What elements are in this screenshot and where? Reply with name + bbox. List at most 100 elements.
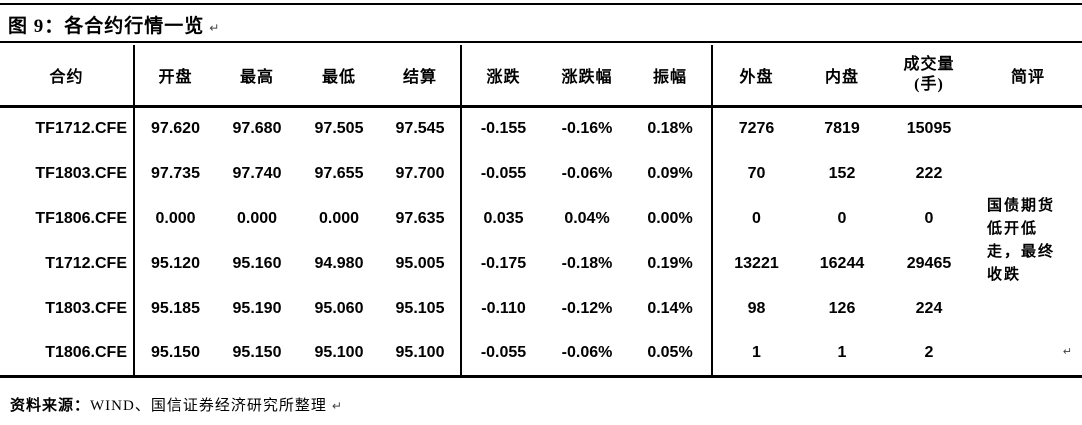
cell-settle: 97.545 <box>380 106 462 151</box>
cell-contract: TF1712.CFE <box>0 106 135 151</box>
cell-outer-lots: 7276 <box>738 120 775 138</box>
figure-title: 图 9：各合约行情一览 ↵ <box>8 11 219 38</box>
quotes-table-wrapper: 合约 开盘 最高 最低 结算 涨跌 涨跌幅 振幅 外盘 内盘 成交量 (手) 简… <box>0 45 1082 378</box>
col-header-high: 最高 <box>216 45 298 108</box>
cell-settle: 95.005 <box>380 241 462 286</box>
table-row: T1712.CFE 95.120 95.160 94.980 95.005 -0… <box>0 241 1082 286</box>
source-label: 资料来源： <box>10 398 91 414</box>
cell-high: 0.000 <box>236 209 278 227</box>
cell-amplitude: 0.09% <box>629 151 713 196</box>
cell-volume: 2 <box>924 343 934 361</box>
comment-text: 国债期货 低开低 走，最终 收跌 <box>987 197 1056 284</box>
col-header-volume: 成交量 (手) <box>884 45 974 108</box>
col-header-change-pct: 涨跌幅 <box>545 45 629 108</box>
cell-change-pct: -0.06% <box>561 343 613 361</box>
cell-inner-lots: 152 <box>828 164 856 182</box>
cell-contract: TF1803.CFE <box>0 151 135 196</box>
cell-outer-lots: 1 <box>752 343 761 361</box>
col-header-low: 最低 <box>298 45 380 108</box>
cell-high: 95.150 <box>232 343 282 361</box>
cell-open: 0.000 <box>155 209 196 227</box>
comment-cell: 国债期货 低开低 走，最终 收跌 ↵ <box>974 106 1082 376</box>
cell-open: 95.120 <box>151 254 200 272</box>
cell-volume: 0 <box>924 209 934 227</box>
top-rule <box>0 3 1082 5</box>
cell-volume: 222 <box>915 164 943 182</box>
col-header-open: 开盘 <box>134 45 216 108</box>
cell-change: -0.175 <box>480 254 527 272</box>
cell-volume: 29465 <box>906 254 952 272</box>
cell-change: -0.110 <box>481 299 526 317</box>
cell-low: 97.505 <box>314 120 364 138</box>
cell-amplitude: 0.14% <box>629 286 713 331</box>
cell-volume: 15095 <box>906 120 952 138</box>
cell-inner-lots: 0 <box>837 209 847 227</box>
cell-change: -0.155 <box>480 120 527 138</box>
cell-change: -0.055 <box>480 343 527 361</box>
col-header-inner-lots: 内盘 <box>800 45 884 108</box>
cell-outer-lots: 98 <box>747 299 766 317</box>
table-row: TF1803.CFE 97.735 97.740 97.655 97.700 -… <box>0 151 1082 196</box>
cell-change-pct: 0.04% <box>564 209 610 227</box>
cell-inner-lots: 7819 <box>824 120 860 138</box>
cell-open: 97.620 <box>151 120 200 138</box>
col-header-change: 涨跌 <box>461 45 545 108</box>
table-row: T1806.CFE 95.150 95.150 95.100 95.100 -0… <box>0 331 1082 376</box>
col-header-amplitude: 振幅 <box>629 45 713 108</box>
header-row: 合约 开盘 最高 最低 结算 涨跌 涨跌幅 振幅 外盘 内盘 成交量 (手) 简… <box>0 45 1082 108</box>
cell-open: 95.185 <box>151 299 200 317</box>
table-row: TF1712.CFE 97.620 97.680 97.505 97.545 -… <box>0 106 1082 358</box>
cell-settle: 95.105 <box>380 286 462 331</box>
cell-low: 97.655 <box>314 164 364 182</box>
cell-outer-lots: 70 <box>747 164 766 182</box>
cell-low: 95.100 <box>314 343 364 361</box>
table-row: TF1806.CFE 0.000 0.000 0.000 97.635 0.03… <box>0 196 1082 241</box>
cell-amplitude: 0.00% <box>629 196 713 241</box>
paragraph-return-icon: ↵ <box>1062 345 1072 359</box>
cell-settle: 97.635 <box>380 196 462 241</box>
cell-volume: 224 <box>915 299 943 317</box>
paragraph-return-icon: ↵ <box>331 399 342 413</box>
cell-low: 95.060 <box>314 299 364 317</box>
title-divider-rule <box>0 41 1082 43</box>
cell-low: 94.980 <box>314 254 364 272</box>
paragraph-return-icon: ↵ <box>209 21 220 35</box>
cell-open: 97.735 <box>151 164 200 182</box>
cell-outer-lots: 0 <box>752 209 761 227</box>
cell-contract: TF1806.CFE <box>0 196 135 241</box>
cell-change-pct: -0.18% <box>561 254 613 272</box>
source-attribution: 资料来源：WIND、国信证券经济研究所整理 ↵ <box>10 394 342 415</box>
col-header-comment: 简评 <box>974 45 1082 108</box>
cell-contract: T1712.CFE <box>0 241 135 286</box>
col-header-contract: 合约 <box>0 45 135 108</box>
cell-high: 95.190 <box>232 299 282 317</box>
cell-settle: 97.700 <box>380 151 462 196</box>
figure-title-text: 图 9：各合约行情一览 <box>8 16 205 37</box>
cell-inner-lots: 1 <box>837 343 847 361</box>
cell-outer-lots: 13221 <box>734 254 779 272</box>
cell-inner-lots: 126 <box>828 299 856 317</box>
cell-contract: T1803.CFE <box>0 286 135 331</box>
table-row: T1803.CFE 95.185 95.190 95.060 95.105 -0… <box>0 286 1082 331</box>
cell-change: 0.035 <box>483 209 524 227</box>
cell-inner-lots: 16244 <box>819 254 865 272</box>
cell-amplitude: 0.18% <box>629 106 713 151</box>
cell-low: 0.000 <box>318 209 360 227</box>
col-header-outer-lots: 外盘 <box>712 45 800 108</box>
col-header-settle: 结算 <box>380 45 462 108</box>
cell-amplitude: 0.19% <box>629 241 713 286</box>
cell-high: 97.740 <box>232 164 282 182</box>
cell-high: 97.680 <box>232 120 282 138</box>
contracts-quotes-table: 合约 开盘 最高 最低 结算 涨跌 涨跌幅 振幅 外盘 内盘 成交量 (手) 简… <box>0 45 1082 378</box>
cell-change: -0.055 <box>480 164 527 182</box>
cell-change-pct: -0.12% <box>561 299 613 317</box>
source-text: WIND、国信证券经济研究所整理 <box>90 398 327 414</box>
cell-high: 95.160 <box>232 254 282 272</box>
cell-change-pct: -0.06% <box>561 164 613 182</box>
cell-amplitude: 0.05% <box>629 331 713 376</box>
cell-settle: 95.100 <box>380 331 462 376</box>
cell-change-pct: -0.16% <box>561 120 613 138</box>
cell-open: 95.150 <box>151 343 200 361</box>
cell-contract: T1806.CFE <box>0 331 135 376</box>
